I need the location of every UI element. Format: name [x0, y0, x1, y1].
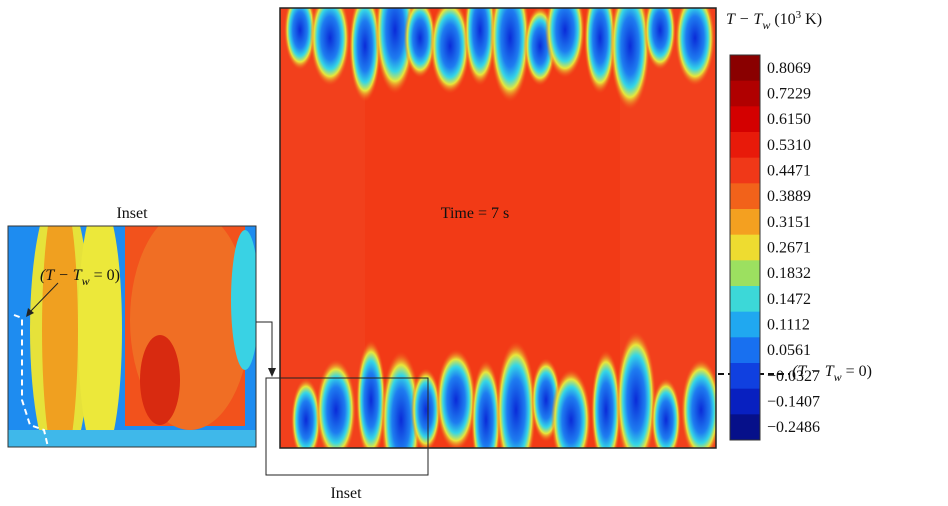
plume	[464, 8, 496, 86]
plume	[584, 8, 616, 94]
colorbar-label: −0.0327	[767, 368, 820, 385]
colorbar-label: 0.1112	[767, 317, 810, 334]
plume	[651, 378, 681, 448]
colorbar-title: T − Tw (103 K)	[726, 9, 822, 32]
colorbar-label: 0.2671	[767, 240, 811, 257]
arrow-head	[268, 368, 276, 377]
plume	[310, 8, 350, 86]
plume	[411, 368, 441, 448]
colorbar-swatch	[730, 183, 760, 210]
arrow-head	[26, 308, 34, 317]
plume	[675, 8, 715, 86]
plume	[616, 331, 656, 448]
colorbar-label: 0.4471	[767, 163, 811, 180]
colorbar-label: 0.5310	[767, 137, 811, 154]
colorbar-swatch	[730, 106, 760, 133]
colorbar-label: 0.0561	[767, 342, 811, 359]
plume	[496, 341, 536, 448]
isoline-label: (T − Tw = 0)	[792, 363, 872, 384]
plume	[356, 340, 386, 448]
plume	[291, 378, 321, 448]
colorbar-label: 0.3889	[767, 188, 811, 205]
colorbar-label: 0.3151	[767, 214, 811, 231]
temperature-field	[280, 8, 716, 448]
plume	[551, 369, 591, 448]
colorbar-swatch	[730, 286, 760, 313]
colorbar-swatch	[730, 234, 760, 261]
plume	[681, 359, 716, 448]
colorbar-label: 0.1832	[767, 265, 811, 282]
inset-caption: Inset	[330, 485, 362, 502]
colorbar-label: −0.1407	[767, 394, 820, 411]
colorbar-frame	[729, 54, 761, 441]
colorbar: 0.8069 0.7229 0.6150 0.5310 0.4471 0.3889 0.31…	[729, 54, 820, 441]
plume	[404, 8, 436, 78]
inset-connector	[256, 321, 273, 376]
inset-title: Inset	[116, 205, 148, 222]
colorbar-swatch	[730, 311, 760, 338]
inset-box	[265, 377, 429, 476]
plume	[436, 349, 476, 448]
colorbar-swatch	[730, 157, 760, 184]
plume	[284, 8, 316, 70]
plume	[610, 8, 650, 110]
colorbar-swatch	[730, 132, 760, 159]
inset-arrow	[27, 282, 59, 315]
colorbar-swatch	[730, 260, 760, 287]
colorbar-swatch	[730, 414, 760, 441]
colorbar-label: −0.2486	[767, 419, 820, 436]
inset-isoline-label: (T − Tw = 0)	[40, 267, 120, 288]
plume	[471, 360, 501, 448]
colorbar-swatch	[730, 388, 760, 415]
colorbar-label: 0.8069	[767, 60, 811, 77]
plume	[430, 8, 470, 94]
colorbar-swatch	[730, 363, 760, 390]
plume	[316, 359, 356, 448]
plume	[591, 350, 621, 448]
plume	[644, 8, 676, 70]
colorbar-label: 0.6150	[767, 111, 811, 128]
colorbar-swatch	[730, 80, 760, 107]
colorbar-label: 0.7229	[767, 86, 811, 103]
inset-field	[8, 226, 256, 447]
plume	[349, 8, 381, 102]
plume	[545, 8, 585, 78]
inset-frame	[7, 225, 257, 448]
plume	[490, 8, 530, 102]
time-label: Time = 7 s	[441, 205, 509, 222]
plot-frame	[279, 7, 717, 449]
plume	[381, 351, 421, 448]
colorbar-swatch	[730, 337, 760, 364]
colorbar-label: 0.1472	[767, 291, 811, 308]
colorbar-swatch	[730, 55, 760, 82]
colorbar-swatch	[730, 209, 760, 236]
